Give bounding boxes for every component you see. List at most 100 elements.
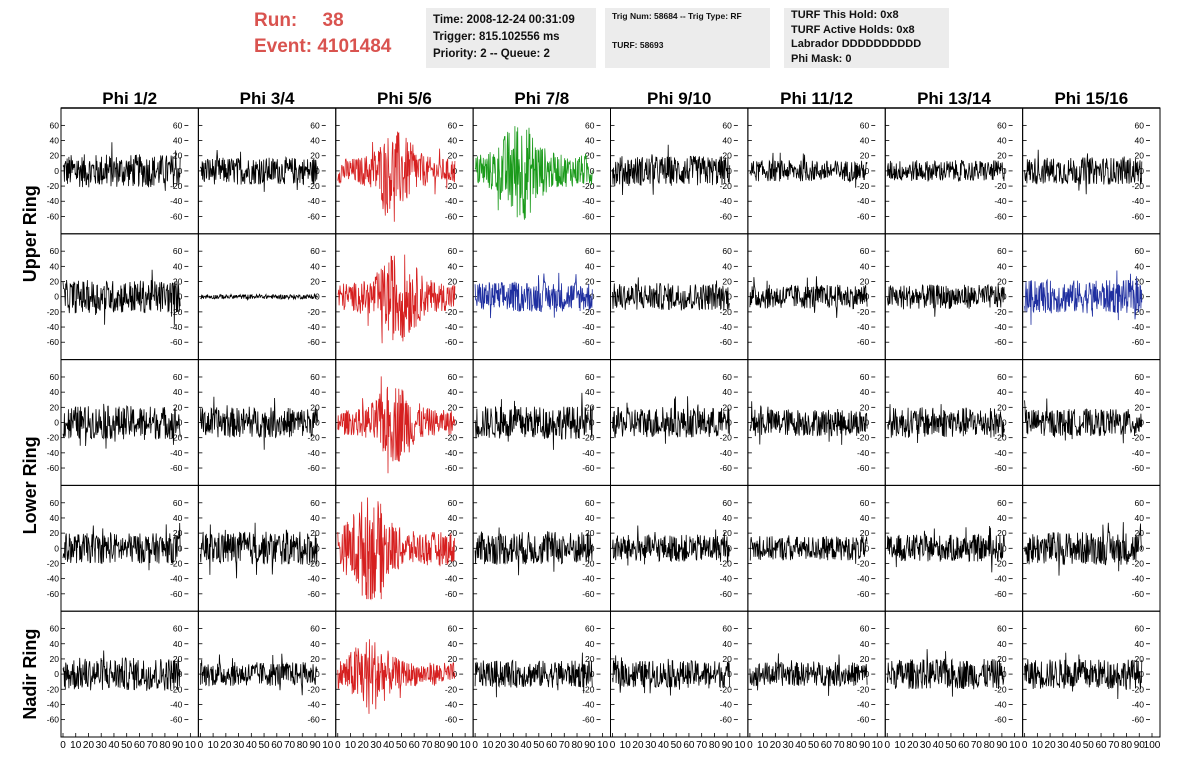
y-tick-label: 60 xyxy=(50,246,60,256)
y-tick-label: -60 xyxy=(1132,337,1145,347)
waveform-trace xyxy=(200,396,318,450)
y-tick-label: 60 xyxy=(997,498,1007,508)
y-tick-label: 0 xyxy=(315,543,320,553)
y-tick-label: 20 xyxy=(997,528,1007,538)
x-tick-label: 10 xyxy=(322,740,334,751)
x-tick-label: 10 xyxy=(872,740,884,751)
y-tick-label: 60 xyxy=(448,372,458,382)
y-tick-label: -60 xyxy=(582,463,595,473)
y-tick-label: -20 xyxy=(445,307,458,317)
y-tick-label: 20 xyxy=(722,528,732,538)
y-tick-label: 40 xyxy=(448,136,458,146)
y-tick-label: 60 xyxy=(1135,624,1145,634)
y-tick-label: 60 xyxy=(310,624,320,634)
x-tick-label: 10 xyxy=(208,740,220,751)
y-tick-label: -20 xyxy=(47,558,60,568)
y-tick-label: -60 xyxy=(720,211,733,221)
y-tick-label: -60 xyxy=(720,463,733,473)
y-tick-label: -60 xyxy=(47,715,60,725)
x-tick-label: 30 xyxy=(508,740,520,751)
y-tick-label: 60 xyxy=(585,246,595,256)
y-tick-label: 20 xyxy=(585,277,595,287)
y-tick-label: -60 xyxy=(1132,463,1145,473)
y-tick-label: 20 xyxy=(173,528,183,538)
x-tick-label: 40 xyxy=(521,740,533,751)
y-tick-label: -20 xyxy=(994,433,1007,443)
y-tick-label: -20 xyxy=(857,181,870,191)
y-tick-label: 40 xyxy=(448,387,458,397)
y-tick-label: -40 xyxy=(720,322,733,332)
waveform-trace xyxy=(62,142,181,191)
y-tick-label: 40 xyxy=(1135,513,1145,523)
x-tick-label: 50 xyxy=(671,740,683,751)
y-tick-label: 20 xyxy=(997,402,1007,412)
turf-active-text: TURF Active Holds: 0x8 xyxy=(791,23,915,36)
y-tick-label: 20 xyxy=(448,528,458,538)
y-tick-label: -40 xyxy=(307,699,320,709)
trig-num-text: Trig Num: 58684 -- Trig Type: RF xyxy=(612,11,742,21)
y-tick-label: -40 xyxy=(720,699,733,709)
x-tick-label: 60 xyxy=(821,740,833,751)
y-tick-label: -40 xyxy=(720,574,733,584)
y-tick-label: -20 xyxy=(720,181,733,191)
y-tick-label: -20 xyxy=(582,684,595,694)
y-tick-label: 20 xyxy=(860,151,870,161)
y-tick-label: -20 xyxy=(994,181,1007,191)
x-tick-label: 90 xyxy=(447,740,459,751)
y-tick-label: 20 xyxy=(1135,402,1145,412)
y-tick-label: 0 xyxy=(865,166,870,176)
column-title: Phi 11/12 xyxy=(780,89,853,108)
y-tick-label: 40 xyxy=(1135,387,1145,397)
x-tick-label: 30 xyxy=(645,740,657,751)
priority-text: Priority: 2 -- Queue: 2 xyxy=(433,48,550,60)
x-tick-label: 70 xyxy=(696,740,708,751)
waveform-trace xyxy=(62,650,181,691)
y-tick-label: -40 xyxy=(1132,448,1145,458)
x-tick-label: 30 xyxy=(370,740,382,751)
y-tick-label: -60 xyxy=(994,211,1007,221)
y-tick-label: -20 xyxy=(307,433,320,443)
x-tick-label: 20 xyxy=(770,740,782,751)
y-tick-label: 60 xyxy=(173,372,183,382)
y-tick-label: -20 xyxy=(720,558,733,568)
y-tick-label: 40 xyxy=(50,261,60,271)
y-tick-label: -60 xyxy=(994,589,1007,599)
y-tick-label: -60 xyxy=(445,715,458,725)
waveform-trace xyxy=(1024,149,1143,195)
y-tick-label: 60 xyxy=(585,372,595,382)
y-tick-label: 40 xyxy=(173,639,183,649)
y-tick-label: -40 xyxy=(307,196,320,206)
y-tick-label: -40 xyxy=(445,574,458,584)
y-tick-label: 60 xyxy=(310,120,320,130)
y-tick-label: 60 xyxy=(173,498,183,508)
y-tick-label: 0 xyxy=(1002,418,1007,428)
x-tick-label: 100 xyxy=(1144,740,1161,751)
y-tick-label: -40 xyxy=(307,448,320,458)
labrador-text: Labrador DDDDDDDDDD xyxy=(791,38,922,50)
y-tick-label: 40 xyxy=(997,639,1007,649)
y-tick-label: 60 xyxy=(997,624,1007,634)
y-tick-label: -60 xyxy=(47,337,60,347)
y-tick-label: -20 xyxy=(1132,307,1145,317)
y-tick-label: -40 xyxy=(445,196,458,206)
y-tick-label: 20 xyxy=(310,528,320,538)
y-tick-label: 20 xyxy=(448,151,458,161)
run-label: Run: xyxy=(254,10,298,31)
y-tick-label: 20 xyxy=(448,402,458,412)
x-tick-label: 10 xyxy=(734,740,746,751)
waveform-trace xyxy=(749,276,868,318)
waveform-trace xyxy=(749,535,868,564)
y-tick-label: 40 xyxy=(860,639,870,649)
y-tick-label: 20 xyxy=(448,277,458,287)
x-tick-label: 60 xyxy=(546,740,558,751)
y-tick-label: 40 xyxy=(50,639,60,649)
y-tick-label: 0 xyxy=(54,543,59,553)
y-tick-label: -40 xyxy=(857,448,870,458)
y-tick-label: -40 xyxy=(582,699,595,709)
y-tick-label: -40 xyxy=(994,448,1007,458)
column-title: Phi 9/10 xyxy=(647,89,711,108)
y-tick-label: 40 xyxy=(173,261,183,271)
y-tick-label: -40 xyxy=(170,448,183,458)
x-tick-label: 60 xyxy=(134,740,146,751)
y-tick-label: -60 xyxy=(994,463,1007,473)
